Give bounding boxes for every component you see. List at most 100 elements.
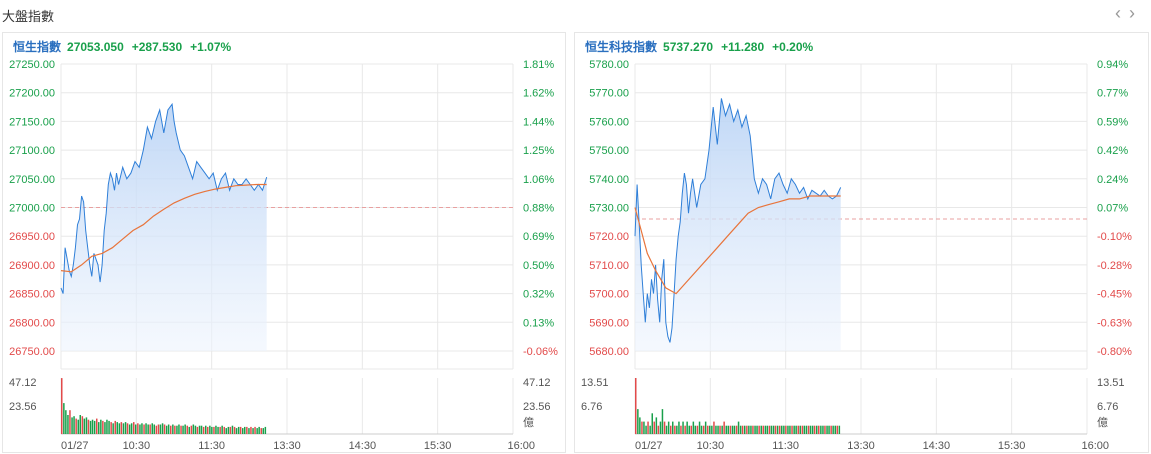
volume-bar: [795, 425, 797, 434]
volume-tick-label: 6.76: [581, 401, 602, 413]
volume-bar: [698, 421, 701, 434]
volume-bar: [248, 428, 250, 434]
volume-bar: [700, 425, 703, 434]
volume-bar: [172, 424, 174, 434]
volume-bar: [65, 410, 67, 434]
volume-bar: [182, 425, 184, 434]
volume-bar: [202, 426, 205, 434]
volume-bar: [83, 418, 86, 434]
volume-bar: [766, 425, 769, 434]
volume-bar: [746, 425, 748, 434]
volume-bar: [190, 425, 193, 434]
volume-bar: [192, 424, 195, 434]
volume-bar: [139, 424, 141, 434]
y-tick-label: 27200.00: [9, 88, 55, 100]
volume-unit-label: 億: [523, 416, 534, 429]
y-tick-label: 5750.00: [589, 145, 629, 157]
volume-bar: [667, 421, 670, 434]
x-tick-label: 15:30: [998, 440, 1026, 452]
x-tick-label: 11:30: [198, 440, 225, 452]
volume-bar: [108, 420, 110, 434]
volume-bar: [768, 425, 771, 434]
volume-bar: [237, 426, 240, 434]
volume-bar: [254, 426, 256, 434]
nav-arrows: ‹›: [1115, 3, 1143, 24]
volume-bar: [637, 409, 639, 434]
volume-bar: [692, 421, 695, 434]
volume-bar: [196, 426, 199, 434]
chevron-left-icon[interactable]: ‹: [1115, 3, 1129, 23]
volume-bar: [122, 423, 125, 434]
volume-bar: [799, 425, 801, 434]
index-panel-hsi[interactable]: 恒生指數 27053.050 +287.530 +1.07% 27250.00 1.81…: [2, 32, 566, 453]
y-pct-tick-label: -0.06%: [523, 346, 558, 358]
y-pct-tick-label: 0.13%: [523, 317, 554, 329]
intraday-chart[interactable]: 27250.00 1.81% 27200.00 1.62% 27150.00 1.44% 2…: [3, 33, 567, 454]
volume-bar: [832, 425, 834, 434]
volume-bar: [822, 425, 824, 434]
volume-bar: [161, 423, 164, 434]
volume-bar: [75, 418, 77, 434]
volume-bar: [194, 425, 197, 434]
volume-bar: [828, 425, 830, 434]
y-pct-tick-label: -0.45%: [1097, 289, 1132, 301]
volume-bar: [235, 428, 238, 434]
volume-bar: [141, 423, 143, 434]
volume-bar: [102, 420, 104, 434]
volume-bar: [242, 428, 244, 434]
top-bar: 大盤指數 ‹›: [0, 0, 1151, 28]
volume-bar: [764, 425, 767, 434]
volume-bar: [128, 424, 131, 434]
y-pct-tick-label: 0.88%: [523, 203, 554, 215]
volume-bar: [721, 425, 723, 434]
volume-bar: [787, 425, 789, 434]
volume-bar: [750, 425, 752, 434]
volume-bar: [684, 425, 686, 434]
volume-bar: [727, 425, 729, 434]
volume-bar: [130, 423, 133, 434]
volume-bar: [725, 425, 727, 434]
price-line: [60, 102, 268, 294]
volume-bar: [89, 420, 92, 434]
x-tick-label: 14:30: [923, 440, 951, 452]
volume-bar: [77, 419, 79, 434]
volume-bar: [85, 417, 88, 434]
volume-bar: [157, 424, 160, 434]
volume-bar: [678, 421, 680, 434]
chevron-right-icon[interactable]: ›: [1129, 3, 1143, 23]
y-tick-label: 5760.00: [589, 116, 629, 128]
volume-bar: [686, 421, 688, 434]
volume-bar: [781, 425, 783, 434]
index-name[interactable]: 恒生指數: [13, 40, 62, 54]
volume-bar: [713, 421, 715, 434]
volume-bar: [830, 425, 832, 434]
y-pct-tick-label: 0.42%: [1097, 145, 1128, 157]
volume-bar: [118, 423, 121, 434]
volume-bar: [67, 415, 69, 434]
volume-bar: [91, 419, 94, 434]
intraday-chart[interactable]: 5780.00 0.94% 5770.00 0.77% 5760.00 0.59% 5750…: [575, 33, 1150, 454]
volume-bar: [715, 425, 717, 434]
x-tick-label: 10:30: [123, 440, 151, 452]
y-pct-tick-label: 1.81%: [523, 59, 554, 71]
volume-bar: [98, 422, 100, 434]
volume-bar: [104, 422, 106, 434]
index-name[interactable]: 恒生科技指數: [585, 40, 658, 54]
x-tick-label: 13:30: [273, 440, 301, 452]
volume-bar: [198, 425, 201, 434]
volume-bar: [744, 425, 746, 434]
volume-bar: [756, 425, 758, 434]
index-panel-hstech[interactable]: 恒生科技指數 5737.270 +11.280 +0.20% 5780.00 0.94%…: [574, 32, 1149, 453]
volume-bar: [180, 425, 182, 434]
y-pct-tick-label: 1.62%: [523, 88, 554, 100]
volume-bar: [676, 425, 678, 434]
x-tick-label: 10:30: [697, 440, 725, 452]
volume-bar: [207, 426, 209, 434]
volume-bar: [739, 425, 742, 434]
y-tick-label: 26950.00: [9, 231, 55, 243]
y-tick-label: 26750.00: [9, 346, 55, 358]
volume-bar: [797, 425, 799, 434]
volume-bar: [760, 425, 762, 434]
volume-bar: [110, 422, 112, 434]
volume-tick-label: 47.12: [9, 377, 37, 389]
